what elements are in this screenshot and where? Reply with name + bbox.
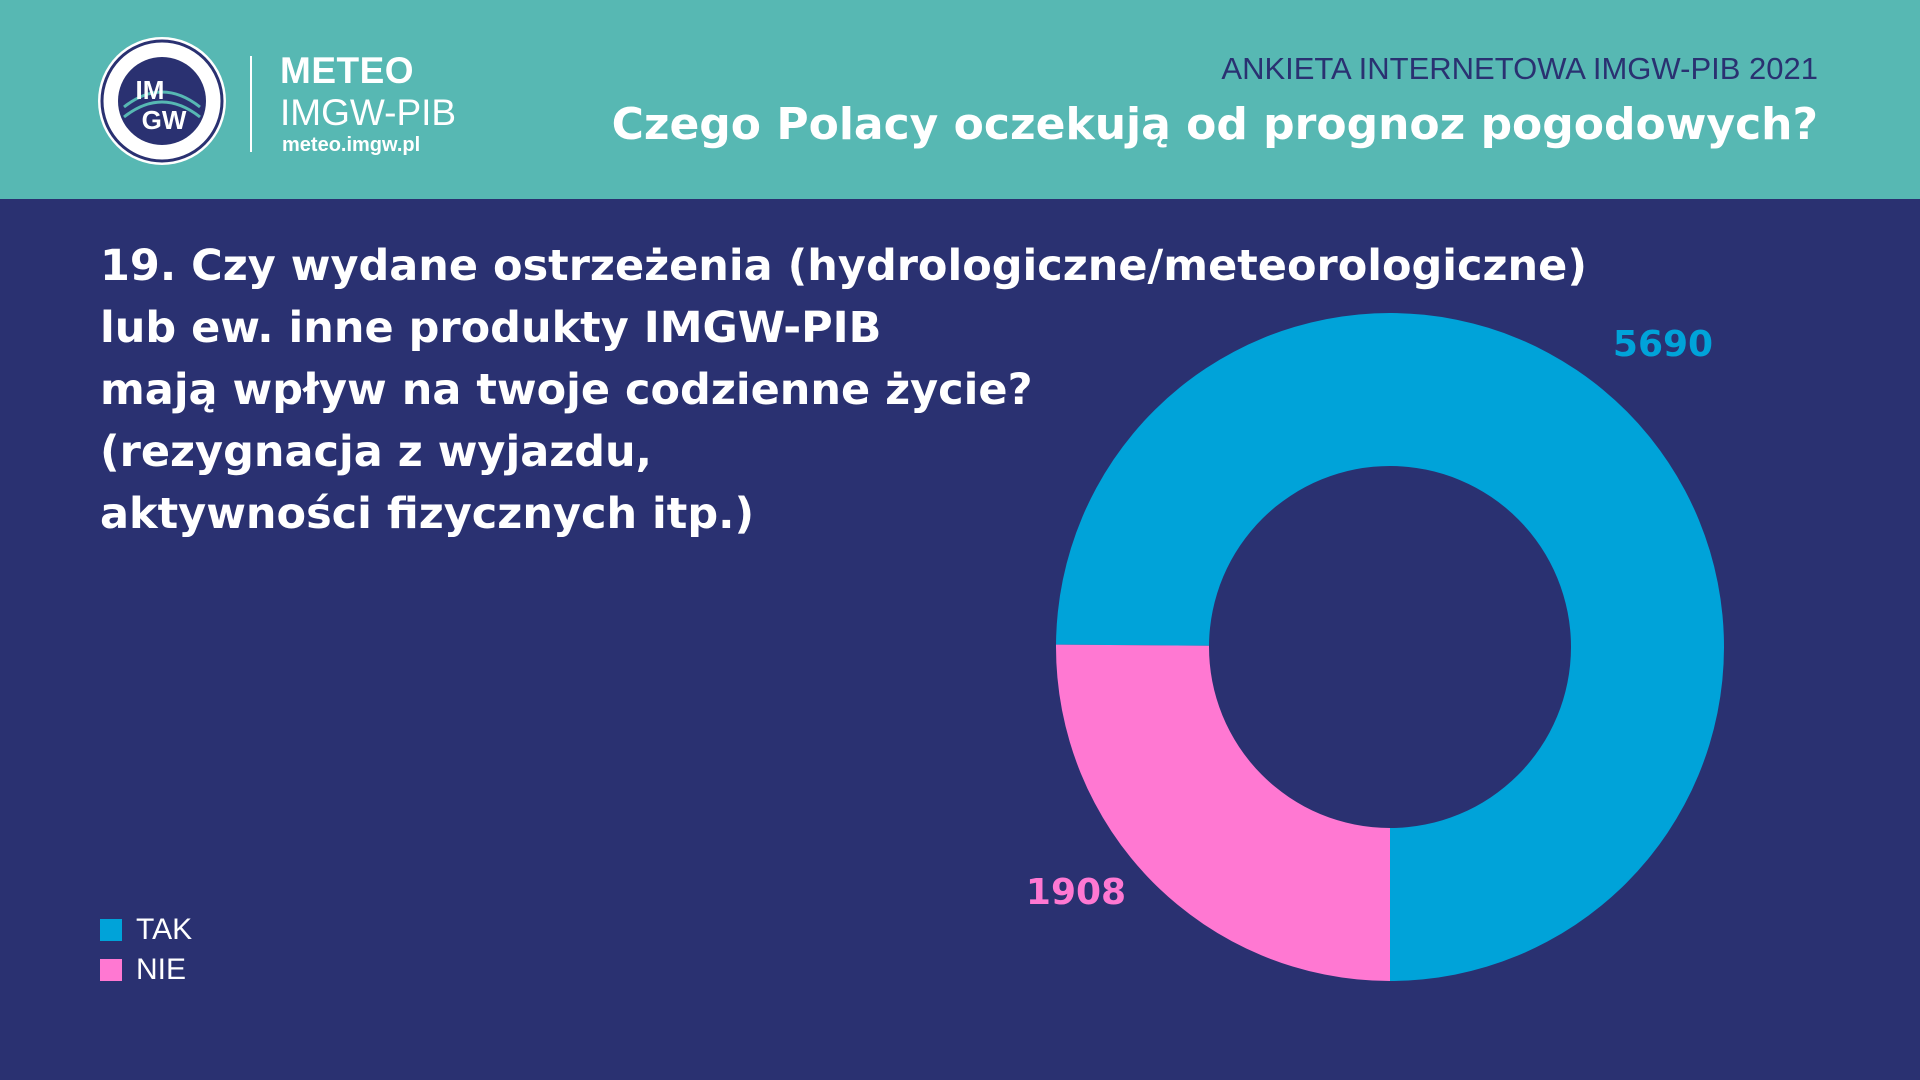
legend-item-tak: TAK — [100, 910, 192, 950]
question-line: aktywności fizycznych itp.) — [100, 489, 755, 539]
page-title: Czego Polacy oczekują od prognoz pogodow… — [611, 99, 1818, 150]
brand-subtitle: IMGW-PIB — [280, 92, 457, 133]
legend-swatch-tak — [100, 919, 122, 941]
donut-slice-nie — [1056, 644, 1390, 981]
logo-divider — [250, 56, 252, 152]
question-text: 19. Czy wydane ostrzeżenia (hydrologiczn… — [100, 235, 1587, 545]
data-label-nie: 1908 — [1026, 872, 1126, 913]
question-line: lub ew. inne produkty IMGW-PIB — [100, 303, 882, 353]
header-bar: IM GW METEO IMGW-PIB meteo.imgw.pl ANKIE… — [0, 0, 1920, 199]
logo-text-bottom: GW — [142, 105, 187, 135]
legend-item-nie: NIE — [100, 950, 192, 990]
brand-url: meteo.imgw.pl — [282, 134, 421, 156]
legend-swatch-nie — [100, 959, 122, 981]
question-line: mają wpływ na twoje codzienne życie? — [100, 365, 1033, 415]
data-label-tak: 5690 — [1613, 324, 1713, 365]
chart-legend: TAK NIE — [100, 910, 192, 990]
legend-label-tak: TAK — [136, 913, 193, 946]
question-line: (rezygnacja z wyjazdu, — [100, 427, 652, 477]
survey-label: ANKIETA INTERNETOWA IMGW-PIB 2021 — [1221, 51, 1818, 86]
logo-text-top: IM — [136, 75, 165, 105]
donut-slice-tak — [1056, 313, 1725, 981]
legend-label-nie: NIE — [136, 953, 187, 986]
brand-name: METEO — [280, 50, 415, 91]
imgw-logo: IM GW — [98, 37, 226, 165]
imgw-seal-icon: IM GW — [100, 39, 224, 163]
question-line: 19. Czy wydane ostrzeżenia (hydrologiczn… — [100, 241, 1587, 291]
